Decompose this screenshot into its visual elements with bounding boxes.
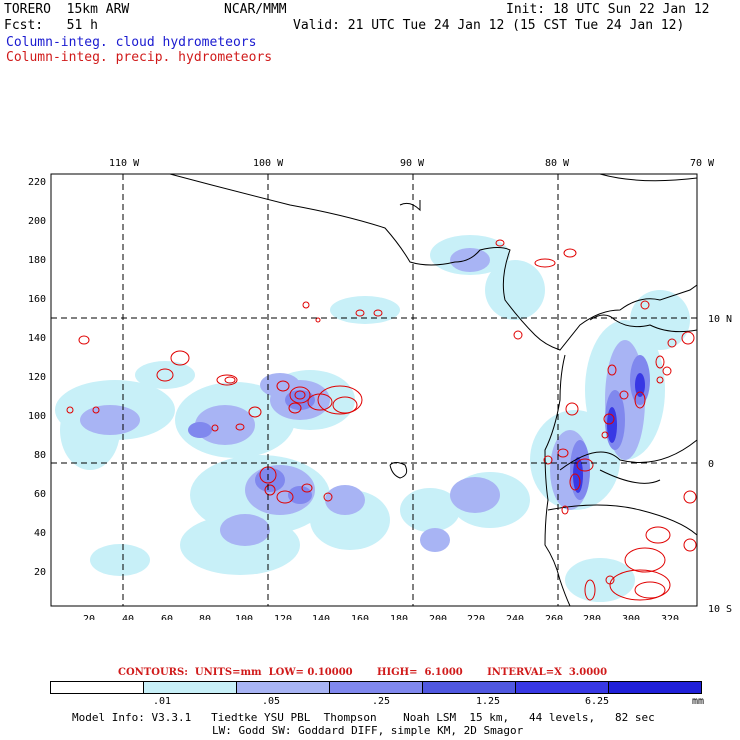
- legend-swatch: [330, 682, 423, 693]
- lon-label: 90 W: [400, 158, 425, 169]
- lat-label: 10 S: [708, 604, 732, 615]
- legend-swatch: [609, 682, 701, 693]
- lon-label: 100 W: [253, 158, 284, 169]
- longitude-labels: 110 W 100 W 90 W 80 W 70 W: [109, 158, 715, 169]
- color-legend: [50, 681, 702, 694]
- y-tick-label: 160: [28, 294, 46, 305]
- x-tick-label: 40: [122, 614, 134, 620]
- x-tick-label: 140: [312, 614, 330, 620]
- x-tick-label: 80: [199, 614, 211, 620]
- map-frame: [50, 173, 698, 607]
- y-tick-label: 80: [34, 450, 46, 461]
- model-info-line1: Model Info: V3.3.1 Tiedtke YSU PBL Thomp…: [72, 711, 655, 724]
- coastlines: [169, 174, 697, 606]
- lat-label: 10 N: [708, 314, 732, 325]
- legend-swatch: [516, 682, 609, 693]
- org-label: NCAR/MMM: [224, 2, 287, 17]
- lon-label: 110 W: [109, 158, 140, 169]
- latitude-labels: 10 N 0 10 S: [708, 314, 732, 615]
- y-tick-label: 200: [28, 216, 46, 227]
- y-tick-label: 20: [34, 567, 46, 578]
- x-tick-label: 160: [351, 614, 369, 620]
- x-tick-label: 300: [622, 614, 640, 620]
- legend-label: .05: [262, 696, 281, 707]
- y-tick-label: 180: [28, 255, 46, 266]
- field-precip-label: Column-integ. precip. hydrometeors: [6, 50, 273, 65]
- y-tick-label: 60: [34, 489, 46, 500]
- legend-label: .01: [153, 696, 172, 707]
- field-cloud-label: Column-integ. cloud hydrometeors: [6, 35, 257, 50]
- x-tick-label: 240: [506, 614, 524, 620]
- x-tick-label: 260: [545, 614, 563, 620]
- y-axis: 220 200 180 160 140 120 100 80 60 40 20: [28, 177, 46, 578]
- model-title: TORERO 15km ARW: [4, 2, 130, 17]
- y-tick-label: 220: [28, 177, 46, 188]
- model-info-line2: LW: Godd SW: Goddard DIFF, simple KM, 2D…: [212, 724, 524, 737]
- x-tick-label: 60: [161, 614, 173, 620]
- y-tick-label: 40: [34, 528, 46, 539]
- lat-label: 0: [708, 459, 714, 470]
- lon-label: 70 W: [690, 158, 715, 169]
- x-tick-label: 200: [429, 614, 447, 620]
- legend-unit: mm: [692, 696, 705, 707]
- y-tick-label: 120: [28, 372, 46, 383]
- x-tick-label: 280: [583, 614, 601, 620]
- graticule: [51, 174, 697, 606]
- contours-info: CONTOURS: UNITS=mm LOW= 0.10000 HIGH= 6.…: [118, 667, 608, 678]
- y-tick-label: 140: [28, 333, 46, 344]
- legend-swatch: [144, 682, 237, 693]
- valid-time: Valid: 21 UTC Tue 24 Jan 12 (15 CST Tue …: [293, 18, 685, 33]
- legend-swatch: [423, 682, 516, 693]
- y-tick-label: 100: [28, 411, 46, 422]
- x-tick-label: 20: [83, 614, 95, 620]
- legend-swatch: [51, 682, 144, 693]
- map-panel: 110 W 100 W 90 W 80 W 70 W: [28, 158, 732, 620]
- legend-label: .25: [372, 696, 391, 707]
- cloud-shading: [55, 235, 690, 602]
- legend-label: 1.25: [476, 696, 501, 707]
- precip-contours: [66, 239, 697, 601]
- init-time: Init: 18 UTC Sun 22 Jan 12: [506, 2, 710, 17]
- legend-label: 6.25: [585, 696, 610, 707]
- legend-swatch: [237, 682, 330, 693]
- x-tick-label: 220: [467, 614, 485, 620]
- x-axis: 20 40 60 80 100 120 140 160 180 200 220 …: [83, 614, 679, 620]
- forecast-hour: Fcst: 51 h: [4, 18, 98, 33]
- x-tick-label: 180: [390, 614, 408, 620]
- x-tick-label: 320: [661, 614, 679, 620]
- x-tick-label: 100: [235, 614, 253, 620]
- x-tick-label: 120: [274, 614, 292, 620]
- lon-label: 80 W: [545, 158, 570, 169]
- plot-area: [51, 174, 697, 606]
